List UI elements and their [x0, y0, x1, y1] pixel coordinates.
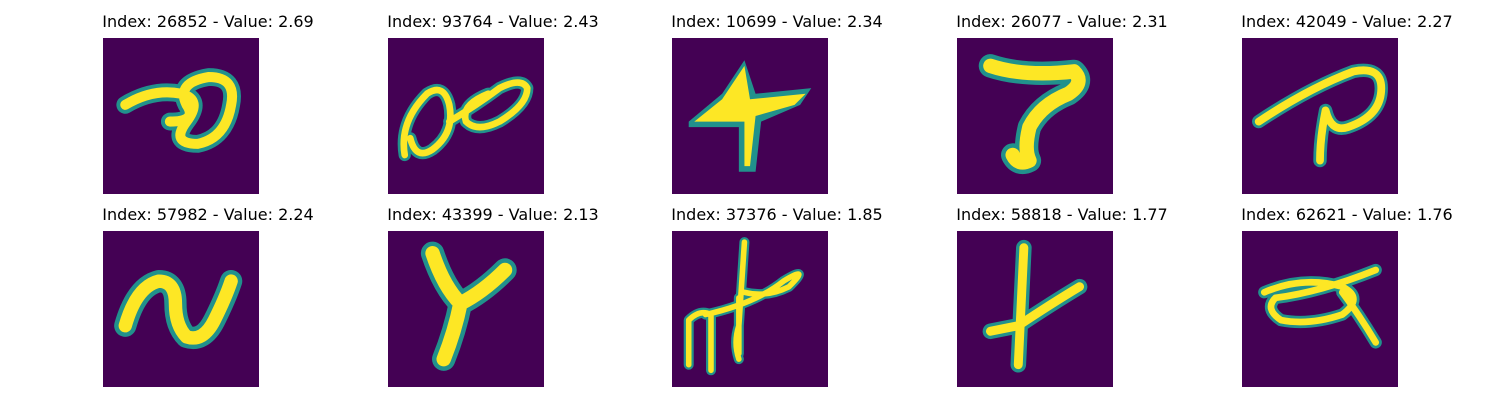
panel-10: Index: 62621 - Value: 1.76 [1217, 205, 1477, 395]
panel-2: Index: 93764 - Value: 2.43 [363, 12, 623, 202]
panel-6: Index: 57982 - Value: 2.24 [78, 205, 338, 395]
digit-image [1242, 231, 1398, 387]
digit-image [1242, 38, 1398, 194]
digit-image [103, 38, 259, 194]
panel-title: Index: 43399 - Value: 2.13 [387, 205, 599, 224]
digit-image [957, 38, 1113, 194]
panel-4: Index: 26077 - Value: 2.31 [932, 12, 1192, 202]
panel-title: Index: 62621 - Value: 1.76 [1241, 205, 1453, 224]
panel-7: Index: 43399 - Value: 2.13 [363, 205, 623, 395]
panel-title: Index: 26852 - Value: 2.69 [102, 12, 314, 31]
panel-title: Index: 58818 - Value: 1.77 [956, 205, 1168, 224]
panel-title: Index: 42049 - Value: 2.27 [1241, 12, 1453, 31]
digit-image [388, 231, 544, 387]
panel-5: Index: 42049 - Value: 2.27 [1217, 12, 1477, 202]
panel-9: Index: 58818 - Value: 1.77 [932, 205, 1192, 395]
panel-8: Index: 37376 - Value: 1.85 [647, 205, 907, 395]
digit-image [103, 231, 259, 387]
panel-title: Index: 10699 - Value: 2.34 [671, 12, 883, 31]
panel-title: Index: 37376 - Value: 1.85 [671, 205, 883, 224]
digit-image [672, 231, 828, 387]
panel-3: Index: 10699 - Value: 2.34 [647, 12, 907, 202]
panel-title: Index: 57982 - Value: 2.24 [102, 205, 314, 224]
digit-image [388, 38, 544, 194]
digit-image [672, 38, 828, 194]
panel-title: Index: 26077 - Value: 2.31 [956, 12, 1168, 31]
panel-title: Index: 93764 - Value: 2.43 [387, 12, 599, 31]
digit-image [957, 231, 1113, 387]
panel-1: Index: 26852 - Value: 2.69 [78, 12, 338, 202]
